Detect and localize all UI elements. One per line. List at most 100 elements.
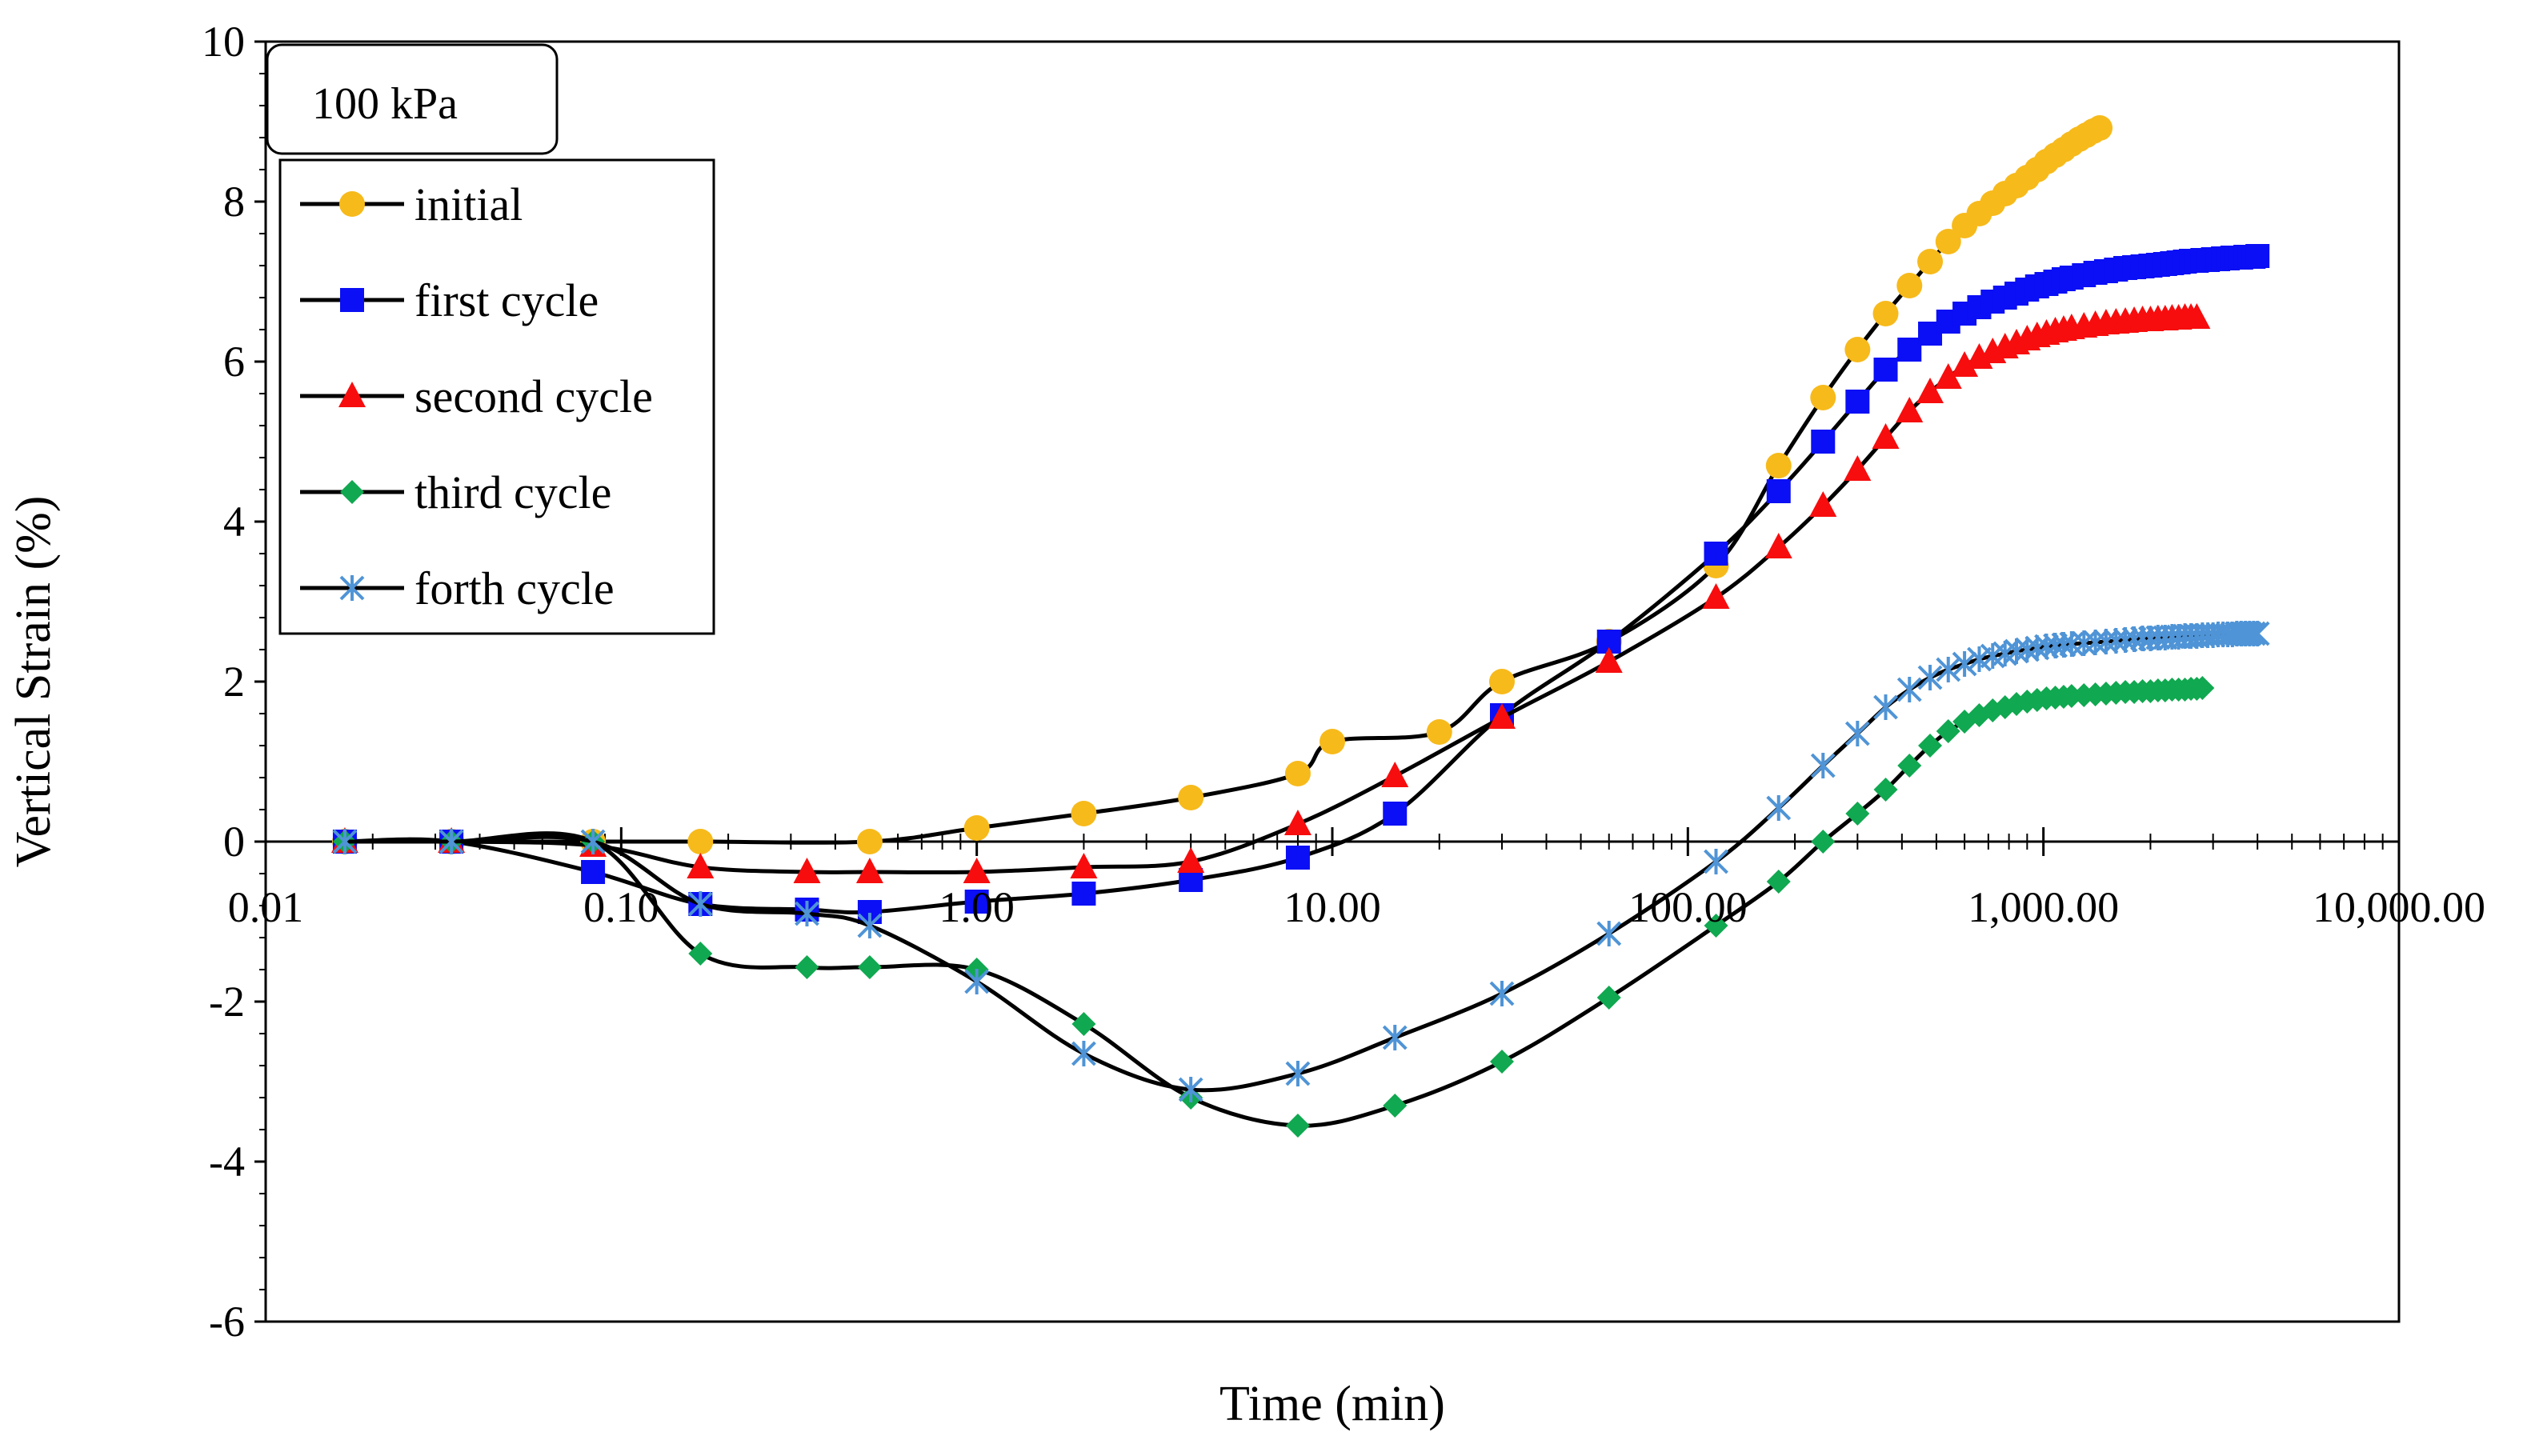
data-point bbox=[339, 575, 365, 601]
tick-labels: -6 -4 -2 0 2 4 6 8 10 0.01 0.10 1.00 10.00 100.00 1,00… bbox=[202, 18, 2485, 1346]
data-point bbox=[1766, 795, 1792, 821]
data-point bbox=[1936, 719, 1960, 743]
legend-label: first cycle bbox=[414, 274, 599, 326]
legend-label: third cycle bbox=[414, 466, 611, 518]
data-point bbox=[1872, 423, 1900, 449]
data-point bbox=[1177, 847, 1205, 873]
data-point bbox=[1765, 453, 1792, 478]
data-point bbox=[1935, 229, 1961, 254]
data-point bbox=[2241, 621, 2266, 646]
data-point bbox=[1489, 669, 1516, 694]
series-forth-cycle bbox=[332, 621, 2270, 1102]
data-point bbox=[340, 480, 364, 504]
annotation-label: 100 kPa bbox=[312, 79, 458, 129]
data-point bbox=[1764, 533, 1792, 558]
y-tick-label: -2 bbox=[209, 978, 245, 1026]
y-axis-title: Vertical Strain (%) bbox=[6, 496, 61, 868]
legend-item: third cycle bbox=[300, 466, 611, 518]
data-point bbox=[1381, 762, 1409, 787]
data-point bbox=[855, 858, 883, 883]
data-point bbox=[1285, 1061, 1311, 1086]
data-point bbox=[688, 942, 713, 966]
y-tick-label: -4 bbox=[209, 1138, 245, 1186]
data-point bbox=[1844, 455, 1872, 481]
data-point bbox=[1810, 385, 1836, 410]
data-point bbox=[1845, 802, 1870, 826]
data-point bbox=[1917, 665, 1943, 690]
data-point bbox=[857, 955, 882, 979]
legend-item: second cycle bbox=[300, 370, 653, 422]
data-point bbox=[2087, 115, 2113, 141]
legend-item: first cycle bbox=[300, 274, 599, 326]
data-point bbox=[1766, 479, 1791, 503]
data-point bbox=[1071, 1012, 1096, 1036]
data-point bbox=[2190, 676, 2215, 700]
data-point bbox=[687, 853, 715, 878]
data-point bbox=[1897, 338, 1922, 362]
data-point bbox=[1702, 583, 1730, 609]
data-point bbox=[1284, 761, 1311, 786]
data-point bbox=[1285, 1114, 1310, 1138]
x-tick-label: 100.00 bbox=[1628, 883, 1748, 931]
data-point bbox=[1873, 778, 1898, 802]
data-point bbox=[1917, 249, 1944, 274]
legend-label: forth cycle bbox=[414, 562, 615, 614]
data-point bbox=[857, 913, 883, 938]
data-point bbox=[1704, 849, 1728, 874]
data-point bbox=[1844, 721, 1870, 746]
data-point bbox=[1489, 981, 1515, 1006]
data-point bbox=[2245, 244, 2270, 268]
y-tick-label: 2 bbox=[223, 658, 245, 706]
y-tick-label: 10 bbox=[202, 18, 245, 66]
data-point bbox=[963, 858, 991, 883]
data-point bbox=[1488, 703, 1516, 729]
data-point bbox=[1383, 1094, 1408, 1118]
data-point bbox=[687, 829, 714, 854]
data-point bbox=[338, 382, 366, 407]
data-point bbox=[1896, 397, 1924, 422]
data-point bbox=[580, 829, 606, 854]
legend-label: second cycle bbox=[414, 370, 653, 422]
data-point bbox=[340, 288, 364, 312]
data-point bbox=[1595, 647, 1623, 673]
data-point bbox=[1596, 986, 1621, 1010]
data-point bbox=[1178, 785, 1204, 810]
legend-label: initial bbox=[414, 178, 523, 230]
series-layer bbox=[330, 115, 2270, 1138]
data-point bbox=[1873, 358, 1898, 382]
y-tick-label: -6 bbox=[209, 1298, 245, 1346]
data-point bbox=[1896, 273, 1923, 298]
data-point bbox=[1704, 914, 1728, 938]
data-point bbox=[1596, 921, 1622, 946]
data-point bbox=[1811, 430, 1836, 454]
data-point bbox=[332, 829, 358, 854]
x-tick-label: 1,000.00 bbox=[1968, 883, 2119, 931]
data-point bbox=[795, 955, 819, 979]
x-tick-label: 0.10 bbox=[583, 883, 659, 931]
data-point bbox=[1872, 301, 1899, 326]
legend: initial first cycle second cycle third cycl… bbox=[278, 158, 715, 635]
data-point bbox=[1178, 1077, 1203, 1102]
data-point bbox=[1918, 734, 1943, 758]
data-point bbox=[1934, 363, 1962, 389]
series-second-cycle bbox=[330, 303, 2211, 883]
data-point bbox=[687, 891, 713, 917]
data-point bbox=[1916, 378, 1944, 403]
data-point bbox=[1382, 1025, 1408, 1050]
annotation-box bbox=[266, 43, 559, 155]
data-point bbox=[795, 901, 819, 926]
data-point bbox=[793, 858, 821, 883]
data-point bbox=[1951, 351, 1979, 377]
data-point bbox=[1811, 830, 1836, 854]
data-point bbox=[1383, 802, 1408, 826]
data-point bbox=[1809, 491, 1837, 517]
y-tick-label: 0 bbox=[223, 818, 245, 866]
data-point bbox=[963, 815, 990, 841]
x-tick-label: 0.01 bbox=[228, 883, 304, 931]
data-point bbox=[1766, 870, 1791, 894]
y-tick-label: 8 bbox=[223, 178, 245, 226]
data-point bbox=[1071, 801, 1097, 826]
x-tick-label: 10,000.00 bbox=[2313, 883, 2485, 931]
series-initial bbox=[331, 115, 2113, 854]
